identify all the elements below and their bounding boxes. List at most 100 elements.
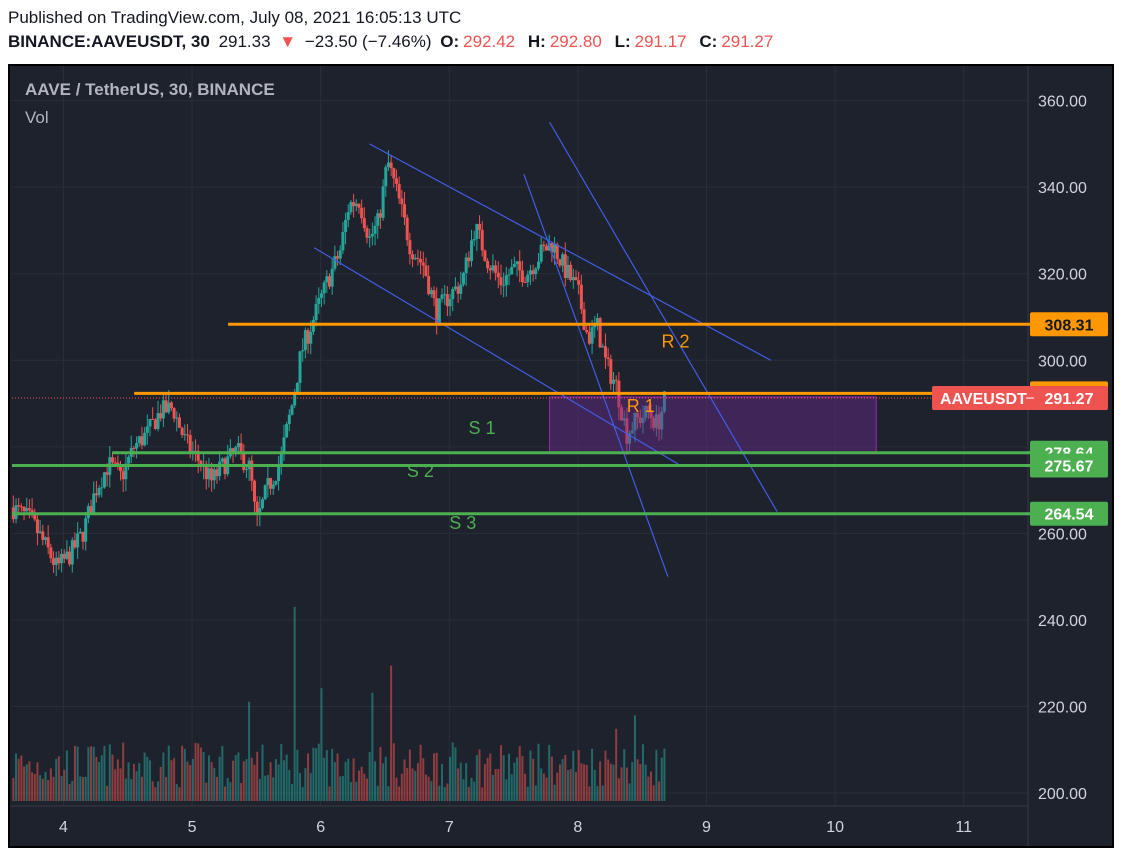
y-tick-label: 220.00 [1038, 699, 1087, 716]
candle-body [475, 223, 479, 240]
candle-body [185, 434, 189, 436]
level-price-badge-text: 275.67 [1045, 459, 1094, 476]
volume-bar [489, 753, 492, 802]
candle-body [250, 460, 254, 481]
candle-body [290, 405, 294, 415]
candle-body [319, 293, 323, 298]
candle-body [660, 411, 664, 430]
volume-bar [178, 787, 181, 802]
candle-body [269, 478, 273, 489]
volume-bar [644, 764, 647, 802]
volume-bar [100, 755, 103, 802]
candle-body [172, 408, 176, 419]
volume-bar [566, 770, 569, 802]
quote-line: BINANCE:AAVEUSDT, 30 291.33 ▼ −23.50 (−7… [8, 30, 781, 54]
volume-bar [483, 764, 486, 802]
volume-bar [384, 756, 387, 802]
volume-bar [328, 786, 331, 802]
volume-bar [400, 773, 403, 802]
trend-line [369, 143, 772, 361]
candle-body [400, 198, 404, 205]
symbol-tag: AAVEUSDT [940, 391, 1027, 408]
volume-bar [550, 756, 553, 802]
candle-body [167, 402, 171, 413]
candle-body [68, 551, 72, 565]
volume-bar [331, 748, 334, 802]
volume-bar [639, 764, 642, 802]
volume-bar [360, 766, 363, 802]
volume-bar [138, 763, 141, 802]
volume-bar [248, 701, 251, 802]
candle-body [644, 406, 648, 418]
candle-body [54, 557, 58, 565]
candle-body [330, 268, 334, 287]
volume-bar [33, 774, 36, 802]
candle-body [346, 212, 350, 220]
volume-bar [569, 769, 572, 802]
candle-body [553, 244, 557, 253]
volume-bar [347, 758, 350, 802]
candle-body [571, 277, 575, 281]
volume-bar [202, 751, 205, 802]
chart-panel[interactable]: R 2 R 1 S 1 S 2 S 3 200.00 220.00 240.00 260.00 2… [8, 64, 1114, 848]
candle-body [472, 239, 476, 241]
volume-bar [408, 749, 411, 802]
volume-bar [540, 768, 543, 802]
close-label: C: 291.27 [699, 32, 774, 51]
volume-bar [419, 744, 422, 802]
candle-body [338, 250, 342, 259]
volume-bar [215, 777, 218, 802]
volume-bar [148, 760, 151, 802]
volume-bar [333, 762, 336, 802]
volume-bar [288, 770, 291, 802]
candle-body [606, 357, 610, 360]
candle-body [392, 168, 396, 179]
candle-body [143, 432, 147, 446]
candle-body [641, 417, 645, 424]
candle-body [298, 351, 302, 383]
volume-bar [505, 779, 508, 802]
volume-bar [382, 763, 385, 802]
candle-body [46, 537, 50, 548]
volume-bar [106, 785, 109, 802]
candle-body [244, 469, 248, 471]
volume-bar [449, 756, 452, 802]
volume-bar [57, 756, 60, 802]
volume-bar [234, 755, 237, 802]
candle-body [344, 219, 348, 233]
candle-body [52, 558, 56, 565]
candle-body [657, 414, 661, 430]
candle-body [603, 346, 607, 358]
x-tick-label: 6 [316, 819, 325, 836]
symbol-label: BINANCE:AAVEUSDT, 30 [8, 32, 210, 51]
candle-body [416, 257, 420, 259]
volume-bar [274, 759, 277, 802]
volume-bar [15, 753, 18, 802]
candle-body [394, 178, 398, 184]
x-tick-label: 7 [445, 819, 454, 836]
candle-body [362, 218, 366, 229]
price-chart[interactable]: R 2 R 1 S 1 S 2 S 3 200.00 220.00 240.00 260.00 2… [10, 66, 1112, 846]
volume-bar [615, 728, 618, 802]
volume-bar [556, 772, 559, 802]
volume-bar [221, 745, 224, 802]
candle-body [628, 433, 632, 444]
volume-bar [620, 767, 623, 802]
candle-body [502, 285, 506, 287]
volume-bar [41, 778, 44, 802]
volume-bar [553, 784, 556, 802]
volume-bar [12, 777, 15, 802]
volume-bar [486, 757, 489, 802]
volume-bar [285, 754, 288, 802]
volume-bar [229, 782, 232, 802]
candle-body [542, 244, 546, 247]
candle-body [148, 418, 152, 427]
volume-bar [181, 745, 184, 802]
y-tick-label: 360.00 [1038, 94, 1087, 111]
candle-body [523, 281, 527, 283]
volume-bar [607, 759, 610, 802]
candle-body [285, 424, 289, 438]
volume-bar [502, 755, 505, 802]
candle-body [169, 402, 173, 409]
candle-body [461, 273, 465, 285]
